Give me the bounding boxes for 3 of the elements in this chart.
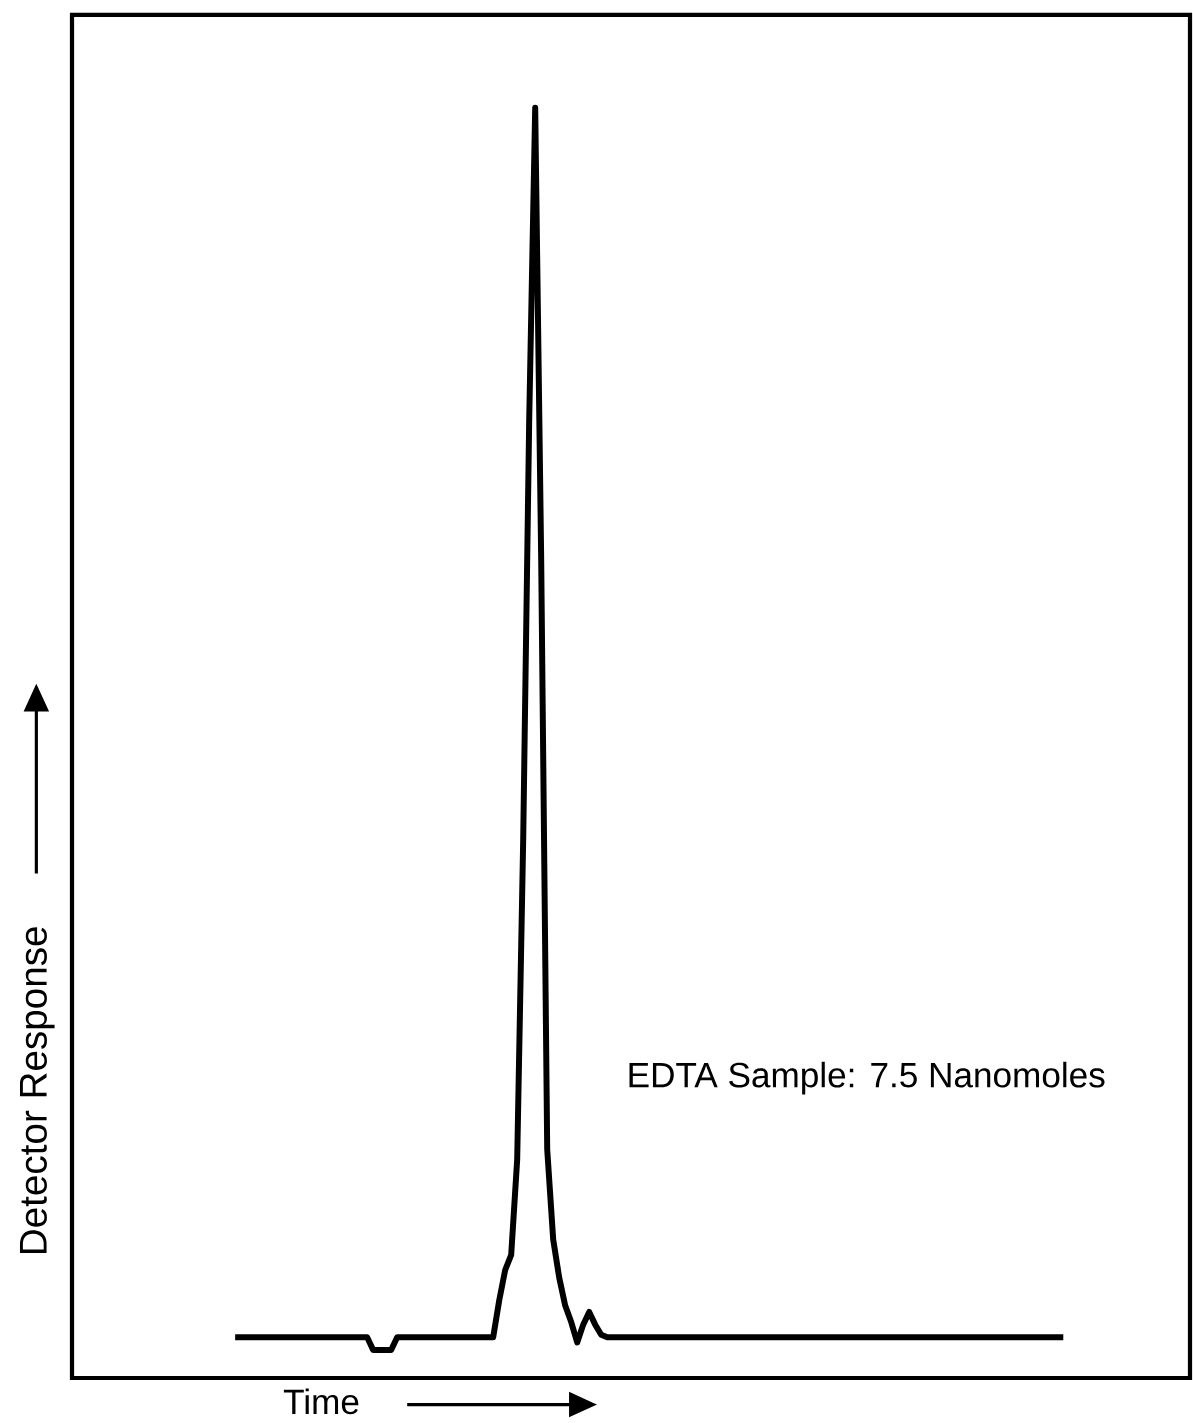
x-axis-title: Time: [283, 1388, 359, 1415]
y-axis-title: Detector Response: [19, 927, 55, 1254]
annotation: EDTA Sample: 7.5 Nanomoles: [629, 1061, 1105, 1095]
